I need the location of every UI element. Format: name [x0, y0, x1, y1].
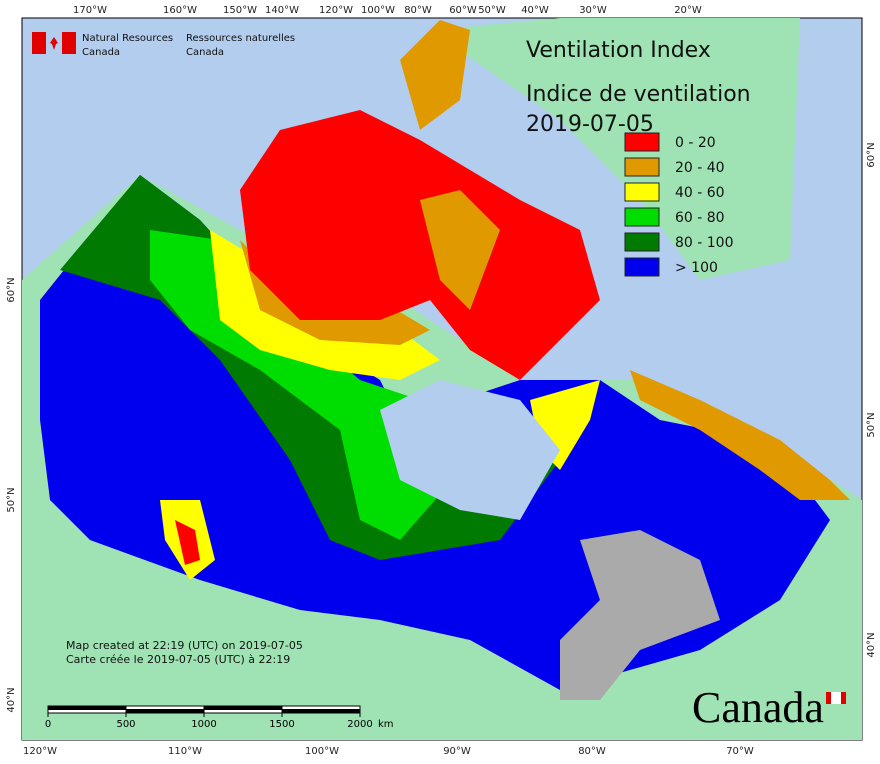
graticule-label: 160°W	[163, 5, 197, 16]
graticule-label: 60°N	[6, 277, 17, 302]
graticule-label: 40°N	[866, 632, 877, 657]
agency-name: Canada	[186, 47, 224, 58]
scale-segment	[204, 706, 282, 710]
scale-segment	[282, 709, 360, 713]
land	[22, 18, 862, 740]
graticule-label: 90°W	[443, 746, 471, 757]
graticule-label: 40°W	[521, 5, 549, 16]
scale-unit: km	[378, 719, 394, 730]
ellesmere-north	[400, 20, 470, 130]
graticule-label: 40°N	[6, 687, 17, 712]
graticule-label: 140°W	[265, 5, 299, 16]
graticule-label: 120°W	[23, 746, 57, 757]
legend-swatch	[624, 232, 660, 252]
labrador-coast	[630, 370, 850, 500]
graticule-label: 50°N	[866, 412, 877, 437]
legend-label: 40 - 60	[675, 185, 725, 201]
legend-label: 20 - 40	[675, 160, 725, 176]
graticule-label: 60°W	[449, 5, 477, 16]
legend-swatch	[624, 157, 660, 177]
agency-name: Natural Resources	[82, 33, 173, 44]
graticule-label: 80°W	[404, 5, 432, 16]
agency-name: Ressources naturelles	[186, 33, 295, 44]
graticule-label: 170°W	[73, 5, 107, 16]
legend-swatch	[624, 257, 660, 277]
scale-segment	[126, 709, 204, 713]
agency-name: Canada	[82, 47, 120, 58]
scale-label: 2000	[347, 719, 372, 730]
graticule-label: 60°N	[866, 142, 877, 167]
legend-swatch	[624, 182, 660, 202]
legend-label: 60 - 80	[675, 210, 725, 226]
scale-label: 1000	[191, 719, 216, 730]
greenland	[430, 18, 800, 280]
graticule-label: 50°N	[6, 487, 17, 512]
graticule-label: 80°W	[578, 746, 606, 757]
graticule-label: 50°W	[478, 5, 506, 16]
wordmark-flag-white	[831, 692, 841, 704]
title-line: Indice de ventilation	[526, 82, 751, 107]
graticule-label: 70°W	[726, 746, 754, 757]
hudson-bay	[380, 380, 560, 520]
wordmark: Canada	[692, 683, 824, 732]
credit: Carte créée le 2019-07-05 (UTC) à 22:19	[66, 653, 290, 666]
graticule-label: 20°W	[674, 5, 702, 16]
scale-label: 500	[116, 719, 135, 730]
flag-leaf	[50, 37, 58, 50]
graticule-label: 100°W	[305, 746, 339, 757]
legend-label: 0 - 20	[675, 135, 716, 151]
legend-label: 80 - 100	[675, 235, 734, 251]
graticule-label: 100°W	[361, 5, 395, 16]
scale-label: 1500	[269, 719, 294, 730]
scale-label: 0	[45, 719, 51, 730]
flag-right	[62, 32, 76, 54]
arctic-islands	[240, 110, 600, 380]
credit: Map created at 22:19 (UTC) on 2019-07-05	[66, 639, 303, 652]
legend-swatch	[624, 207, 660, 227]
scale-segment	[48, 706, 126, 710]
graticule-label: 120°W	[319, 5, 353, 16]
flag-left	[32, 32, 46, 54]
title-line: Ventilation Index	[526, 38, 711, 63]
graticule-label: 110°W	[168, 746, 202, 757]
baffin-band	[420, 190, 500, 310]
legend-swatch	[624, 132, 660, 152]
bc-hotspot-core	[175, 520, 200, 565]
graticule-label: 150°W	[223, 5, 257, 16]
legend-label: > 100	[675, 260, 718, 276]
graticule-label: 30°W	[579, 5, 607, 16]
no-data	[560, 530, 720, 700]
